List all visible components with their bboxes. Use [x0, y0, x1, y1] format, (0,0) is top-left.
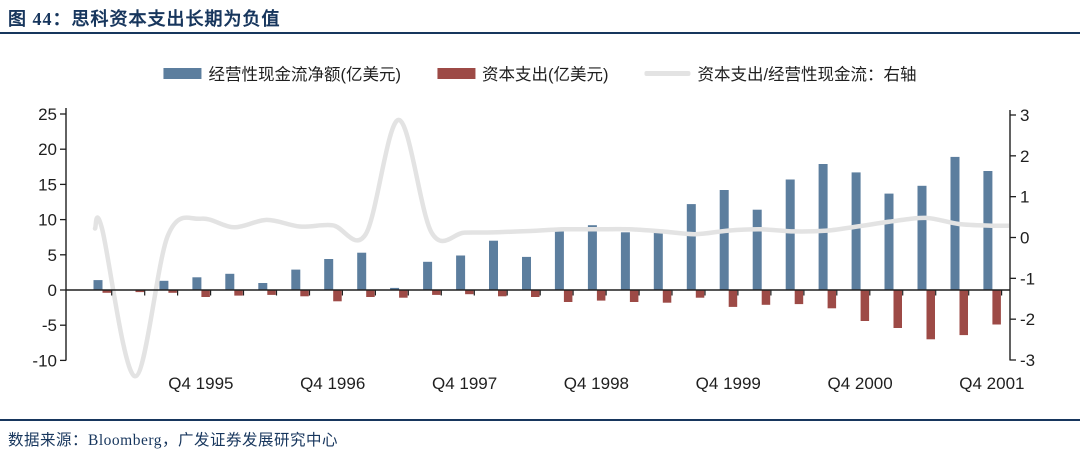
capex-bar	[794, 290, 804, 305]
capex-bar	[992, 290, 1001, 325]
capex-bar	[926, 290, 935, 340]
left-axis-tick-label: 10	[38, 211, 57, 230]
x-axis-label: Q4 1996	[300, 374, 365, 393]
ratio-line	[92, 117, 1009, 379]
legend-item-capex: 资本支出(亿美元)	[436, 61, 609, 85]
ocf-bar	[357, 252, 367, 290]
ocf-bar	[620, 232, 630, 290]
ocf-bar	[489, 240, 498, 290]
capex-bar	[827, 290, 837, 309]
ocf-bar	[554, 230, 564, 290]
capex-bar	[662, 290, 672, 303]
x-axis-label: Q4 2000	[827, 374, 892, 393]
ocf-bar	[423, 261, 433, 290]
legend-swatch-ratio-line	[644, 70, 691, 76]
capex-bar	[498, 290, 507, 297]
legend-item-ocf: 经营性现金流净额(亿美元)	[163, 61, 401, 85]
capex-bar	[860, 290, 870, 321]
legend-swatch-capex-bar	[436, 67, 475, 79]
ocf-bar	[456, 255, 466, 290]
data-source-note: 数据来源：Bloomberg，广发证券发展研究中心	[8, 432, 338, 449]
capex-bar	[563, 290, 573, 302]
capex-bar	[761, 290, 771, 305]
capex-bar	[300, 290, 309, 297]
right-axis-tick-label: 1	[1020, 188, 1029, 207]
capex-bar	[531, 290, 540, 297]
x-axis-label: Q4 1995	[168, 374, 233, 393]
ocf-bar	[818, 164, 828, 290]
ocf-bar	[917, 185, 927, 290]
ocf-bar	[93, 280, 103, 290]
capex-bar	[168, 290, 177, 293]
capex-bar	[596, 290, 606, 301]
figure-title: 图 44：思科资本支出长期为负值	[8, 9, 281, 29]
capex-bar	[959, 290, 968, 336]
left-axis-tick-label: 5	[48, 246, 57, 265]
ocf-bar	[522, 256, 531, 290]
ocf-bar	[324, 259, 334, 290]
ocf-bar	[159, 280, 169, 290]
legend-label-capex: 资本支出(亿美元)	[481, 66, 609, 84]
right-axis-tick-label: 3	[1020, 106, 1029, 125]
ocf-bar	[719, 190, 729, 290]
capex-bar	[399, 290, 408, 298]
ocf-bar	[983, 171, 993, 290]
ocf-bar	[884, 193, 894, 290]
capex-bar	[135, 290, 144, 293]
left-axis-tick-label: 15	[38, 175, 57, 194]
legend-label-ocf: 经营性现金流净额(亿美元)	[208, 66, 401, 84]
ocf-bar	[587, 225, 597, 290]
ocf-bar	[785, 179, 795, 290]
left-axis-tick-label: 25	[38, 105, 57, 124]
legend-label-ratio: 资本支出/经营性现金流：右轴	[697, 66, 917, 84]
left-axis-tick-label: 0	[48, 281, 57, 300]
ocf-bar	[258, 283, 268, 290]
right-axis-tick-label: 2	[1020, 147, 1029, 166]
capex-bar	[366, 290, 375, 297]
footer-rule	[0, 419, 1080, 421]
ocf-bar	[851, 172, 861, 290]
capex-bar	[629, 290, 639, 302]
ocf-bar	[752, 209, 762, 290]
capex-bar	[267, 290, 276, 295]
left-axis-tick-label: 20	[38, 140, 57, 159]
ocf-bar	[192, 277, 202, 290]
capex-bar	[465, 290, 474, 295]
legend-item-ratio: 资本支出/经营性现金流：右轴	[644, 61, 917, 85]
ocf-bar	[225, 273, 235, 290]
left-axis-tick-label: -5	[42, 316, 57, 335]
capex-bar	[102, 290, 111, 293]
capex-bar	[893, 290, 902, 328]
ocf-bar	[291, 269, 301, 290]
right-axis-tick-label: 0	[1020, 229, 1029, 248]
x-axis-label: Q4 1998	[564, 374, 629, 393]
x-axis-label: Q4 1999	[696, 374, 761, 393]
right-axis-tick-label: -2	[1020, 310, 1035, 329]
capex-bar	[695, 290, 705, 298]
legend-swatch-ocf-bar	[163, 67, 202, 79]
capex-bar	[234, 290, 243, 296]
ocf-bar	[390, 287, 400, 290]
left-axis-tick-label: -10	[32, 351, 57, 370]
capex-bar	[432, 290, 441, 295]
capex-bar	[728, 290, 738, 307]
capex-bar	[201, 290, 210, 297]
capex-bar	[333, 290, 342, 302]
x-axis-label: Q4 2001	[959, 374, 1024, 393]
right-axis-tick-label: -3	[1020, 351, 1035, 370]
x-axis-label: Q4 1997	[432, 374, 497, 393]
chart-legend: 经营性现金流净额(亿美元) 资本支出(亿美元) 资本支出/经营性现金流：右轴	[163, 61, 917, 85]
title-underline	[0, 32, 1080, 34]
ocf-bar	[686, 204, 696, 290]
right-axis-tick-label: -1	[1020, 269, 1035, 288]
ocf-bar	[653, 230, 663, 290]
